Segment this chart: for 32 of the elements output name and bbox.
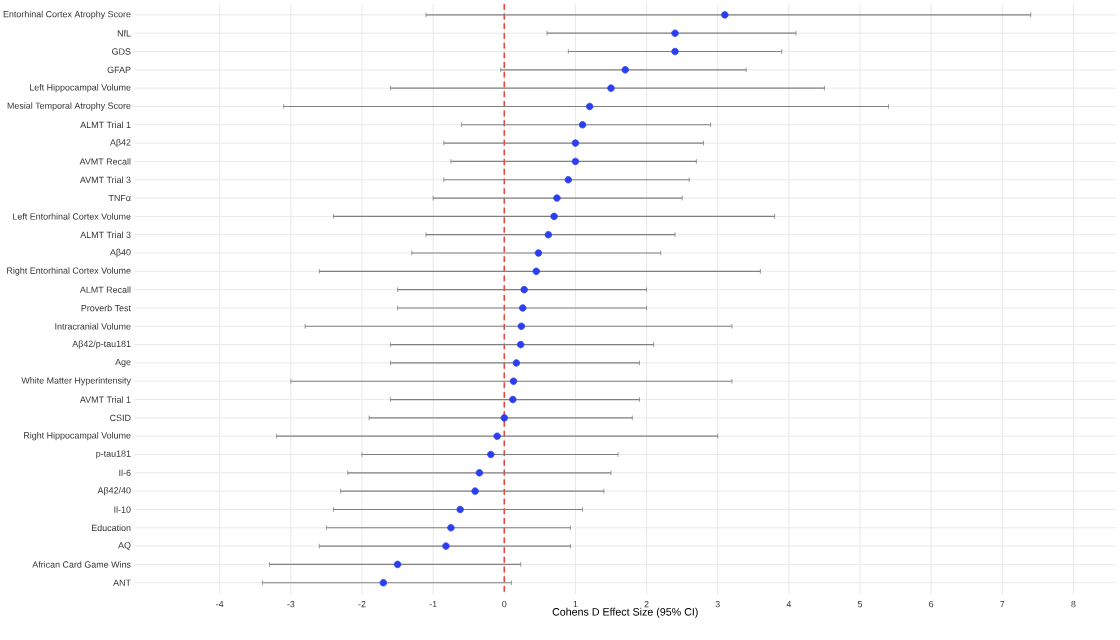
point [520, 285, 528, 294]
point [607, 84, 615, 92]
point [471, 487, 479, 495]
point [564, 175, 572, 184]
point [509, 377, 518, 385]
point [578, 120, 587, 129]
point [585, 102, 594, 111]
point [671, 47, 679, 56]
point [544, 230, 553, 239]
point [379, 578, 388, 587]
point [487, 450, 495, 459]
point [721, 11, 729, 19]
point [512, 359, 521, 367]
point [500, 414, 508, 422]
point [553, 194, 561, 202]
point [493, 432, 501, 440]
point [571, 139, 580, 147]
point [475, 469, 484, 477]
point [534, 249, 543, 257]
point [621, 66, 629, 74]
point [532, 267, 540, 275]
point [442, 542, 450, 550]
point [509, 395, 517, 404]
point [447, 523, 455, 532]
point [516, 340, 525, 349]
point [393, 560, 402, 568]
point [571, 157, 580, 165]
point [456, 505, 464, 514]
point [550, 212, 558, 220]
point [519, 304, 527, 312]
point [517, 322, 526, 330]
point [671, 29, 679, 37]
